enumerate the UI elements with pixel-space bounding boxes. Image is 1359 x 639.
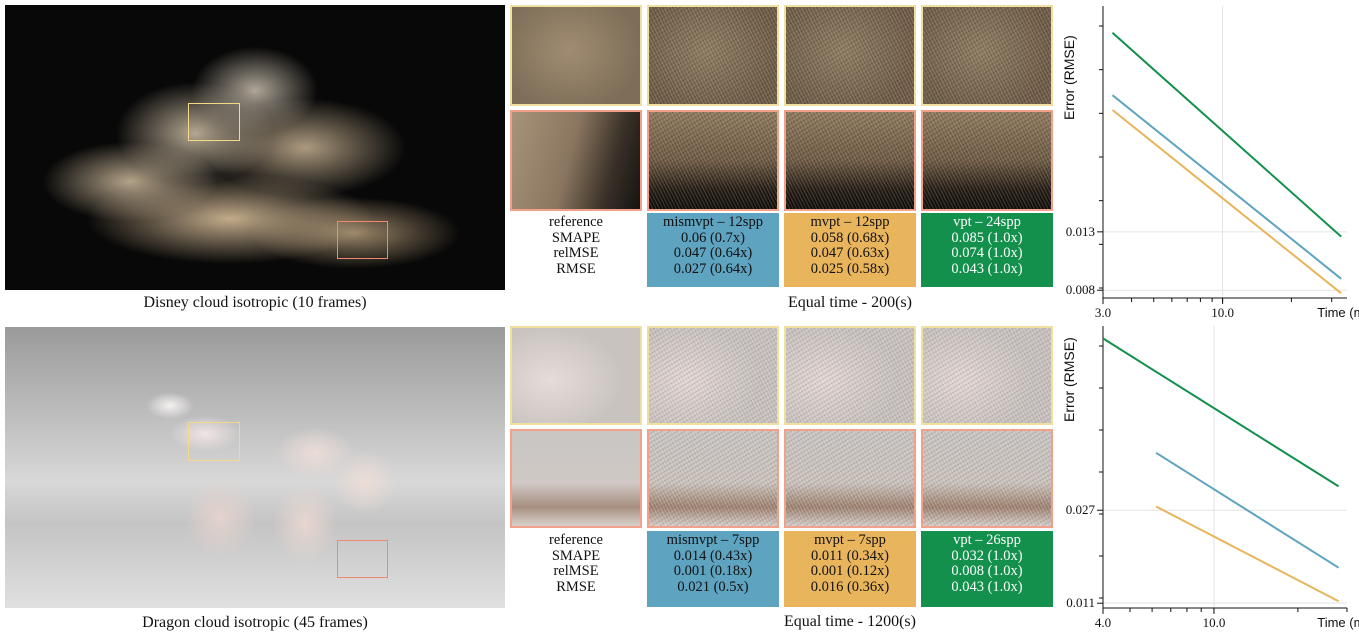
crop-mismvpt-orange bbox=[647, 429, 779, 528]
y-tick-label: 0.008 bbox=[1066, 282, 1095, 297]
relmse-value: 0.001 (0.12x) bbox=[810, 563, 890, 579]
metric-label-rmse: RMSE bbox=[556, 578, 596, 595]
chart1: 3.0 10.0 0.013 0.008 Time (m) bbox=[1066, 6, 1359, 320]
rmse-value: 0.043 (1.0x) bbox=[951, 260, 1023, 277]
crop-vpt-orange bbox=[921, 110, 1053, 211]
metrics-mismvpt: mismvpt – 7spp 0.014 (0.43x) 0.001 (0.18… bbox=[647, 531, 779, 607]
relmse-value: 0.008 (1.0x) bbox=[951, 563, 1023, 579]
series-line bbox=[1111, 109, 1342, 295]
metric-label-relmse: relMSE bbox=[553, 563, 599, 579]
method-name: vpt – 24spp bbox=[953, 214, 1021, 230]
crop-reference-orange bbox=[510, 429, 642, 528]
crop-mvpt-orange bbox=[784, 110, 916, 211]
relmse-value: 0.001 (0.18x) bbox=[673, 563, 753, 579]
crop-vpt-yellow bbox=[921, 326, 1053, 425]
series-line bbox=[1111, 32, 1342, 238]
metrics-vpt: vpt – 24spp 0.085 (1.0x) 0.074 (1.0x) 0.… bbox=[921, 213, 1053, 287]
metrics-mismvpt: mismvpt – 12spp 0.06 (0.7x) 0.047 (0.64x… bbox=[647, 213, 779, 287]
disney-cloud-render bbox=[5, 5, 505, 290]
x-tick-label: 10.0 bbox=[1203, 615, 1226, 630]
row2-equal-time: Equal time - 1200(s) bbox=[784, 613, 916, 630]
crop-reference-orange bbox=[510, 110, 642, 211]
x-tick-label: 4.0 bbox=[1095, 615, 1111, 630]
metric-label-relmse: relMSE bbox=[553, 245, 599, 261]
metrics-mvpt: mvpt – 7spp 0.011 (0.34x) 0.001 (0.12x) … bbox=[784, 531, 916, 607]
series-line bbox=[1155, 451, 1340, 569]
metric-label-reference: reference bbox=[549, 214, 603, 230]
crop-inset-yellow bbox=[188, 103, 240, 141]
metric-label-reference: reference bbox=[549, 532, 603, 548]
series-line bbox=[1111, 94, 1342, 280]
smape-value: 0.014 (0.43x) bbox=[673, 547, 753, 564]
method-name: vpt – 26spp bbox=[953, 532, 1021, 548]
row1-equal-time: Equal time - 200(s) bbox=[788, 294, 912, 311]
crop-mvpt-yellow bbox=[784, 5, 916, 106]
crop-mvpt-yellow bbox=[784, 326, 916, 425]
y-tick-label: 0.027 bbox=[1066, 502, 1096, 517]
crop-mvpt-orange bbox=[784, 429, 916, 528]
series-line bbox=[1102, 337, 1340, 488]
metric-label-rmse: RMSE bbox=[556, 260, 596, 277]
metrics-mvpt: mvpt – 12spp 0.058 (0.68x) 0.047 (0.63x)… bbox=[784, 213, 916, 287]
dragon-cloud-render bbox=[5, 327, 505, 608]
crop-reference-yellow bbox=[510, 326, 642, 425]
method-name: mvpt – 7spp bbox=[814, 532, 886, 548]
rmse-value: 0.043 (1.0x) bbox=[951, 578, 1023, 595]
x-axis-title: Time (m) bbox=[1317, 615, 1359, 630]
x-tick-label: 3.0 bbox=[1095, 305, 1111, 320]
crop-inset-orange bbox=[337, 540, 388, 578]
smape-value: 0.085 (1.0x) bbox=[951, 229, 1023, 246]
x-axis-title: Time (m) bbox=[1317, 305, 1359, 320]
crop-inset-yellow bbox=[188, 422, 240, 461]
crop-inset-orange bbox=[337, 221, 388, 259]
relmse-value: 0.047 (0.63x) bbox=[810, 245, 890, 261]
method-name: mismvpt – 7spp bbox=[666, 532, 760, 548]
metric-labels: reference SMAPE relMSE RMSE bbox=[510, 213, 642, 287]
rmse-value: 0.027 (0.64x) bbox=[673, 260, 753, 277]
crop-mismvpt-yellow bbox=[647, 5, 779, 106]
smape-value: 0.058 (0.68x) bbox=[810, 229, 890, 246]
crop-mismvpt-yellow bbox=[647, 326, 779, 425]
method-name: mvpt – 12spp bbox=[810, 214, 890, 230]
rmse-value: 0.016 (0.36x) bbox=[810, 578, 890, 595]
metric-label-smape: SMAPE bbox=[551, 547, 601, 564]
y-tick-label: 0.011 bbox=[1066, 595, 1095, 610]
smape-value: 0.032 (1.0x) bbox=[951, 547, 1023, 564]
y-tick-label: 0.013 bbox=[1066, 224, 1095, 239]
crop-vpt-yellow bbox=[921, 5, 1053, 106]
relmse-value: 0.074 (1.0x) bbox=[951, 245, 1023, 261]
method-name: mismvpt – 12spp bbox=[663, 214, 763, 230]
smape-value: 0.06 (0.7x) bbox=[680, 229, 746, 246]
metric-labels: reference SMAPE relMSE RMSE bbox=[510, 531, 642, 607]
smape-value: 0.011 (0.34x) bbox=[811, 547, 889, 564]
crop-mismvpt-orange bbox=[647, 110, 779, 211]
metric-label-smape: SMAPE bbox=[551, 229, 601, 246]
chart2: 4.0 10.0 0.027 0.011 Time (m) bbox=[1066, 326, 1359, 630]
rmse-value: 0.021 (0.5x) bbox=[677, 578, 749, 595]
row1-caption: Disney cloud isotropic (10 frames) bbox=[143, 294, 367, 311]
crop-vpt-orange bbox=[921, 429, 1053, 528]
x-tick-label: 10.0 bbox=[1211, 305, 1234, 320]
series-line bbox=[1155, 505, 1340, 603]
relmse-value: 0.047 (0.64x) bbox=[673, 245, 753, 261]
rmse-value: 0.025 (0.58x) bbox=[810, 260, 890, 277]
row2-caption: Dragon cloud isotropic (45 frames) bbox=[142, 614, 368, 631]
crop-reference-yellow bbox=[510, 5, 642, 106]
metrics-vpt: vpt – 26spp 0.032 (1.0x) 0.008 (1.0x) 0.… bbox=[921, 531, 1053, 607]
